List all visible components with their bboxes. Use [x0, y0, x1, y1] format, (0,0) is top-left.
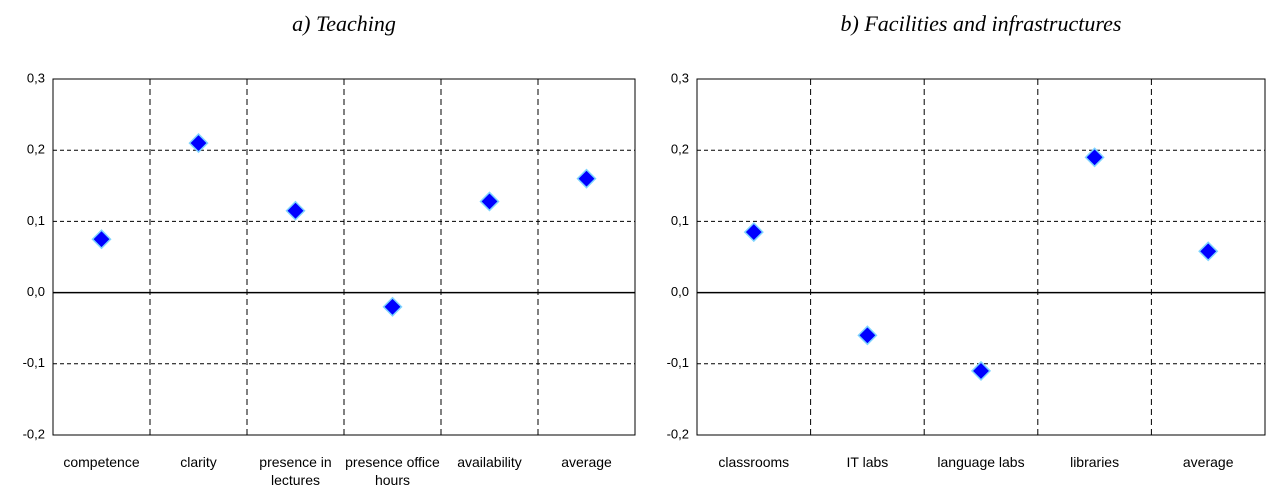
marker — [91, 229, 112, 250]
x-tick-label: libraries — [1070, 454, 1120, 470]
y-tick-label: -0,2 — [667, 426, 689, 441]
x-tick-label: presence in lectures — [259, 454, 332, 488]
y-tick-label: 0,1 — [27, 213, 45, 228]
marker — [188, 133, 209, 154]
x-tick-label: presence office hours — [345, 454, 440, 488]
plot-frame — [52, 78, 636, 436]
y-tick-label: 0,1 — [671, 213, 689, 228]
marker — [382, 296, 403, 317]
x-tick-label: average — [1182, 454, 1234, 470]
x-tick-label: classrooms — [718, 454, 790, 470]
y-tick-label: 0,0 — [27, 284, 45, 299]
marker — [479, 191, 500, 212]
y-tick-label: 0,0 — [671, 284, 689, 299]
y-tick-label: 0,2 — [27, 142, 45, 157]
marker — [857, 325, 878, 346]
y-tick-label: -0,2 — [23, 426, 45, 441]
marker — [1084, 147, 1105, 168]
y-tick-label: -0,1 — [23, 355, 45, 370]
y-tick-label: 0,3 — [27, 70, 45, 85]
y-tick-label: -0,1 — [667, 355, 689, 370]
x-tick-label: average — [561, 454, 612, 470]
x-tick-label: language labs — [937, 454, 1025, 470]
x-tick-label: clarity — [180, 454, 217, 470]
marker — [576, 168, 597, 189]
marker — [1198, 241, 1219, 262]
chart-title: b) Facilities and infrastructures — [841, 11, 1122, 36]
chart-title: a) Teaching — [292, 11, 396, 36]
y-tick-label: 0,2 — [671, 142, 689, 157]
marker — [743, 222, 764, 243]
marker — [970, 360, 992, 381]
x-tick-label: competence — [63, 454, 140, 470]
plot-frame — [696, 78, 1266, 436]
x-tick-label: availability — [457, 454, 522, 470]
y-tick-label: 0,3 — [671, 70, 689, 85]
marker — [285, 200, 306, 221]
x-tick-label: IT labs — [846, 454, 889, 470]
